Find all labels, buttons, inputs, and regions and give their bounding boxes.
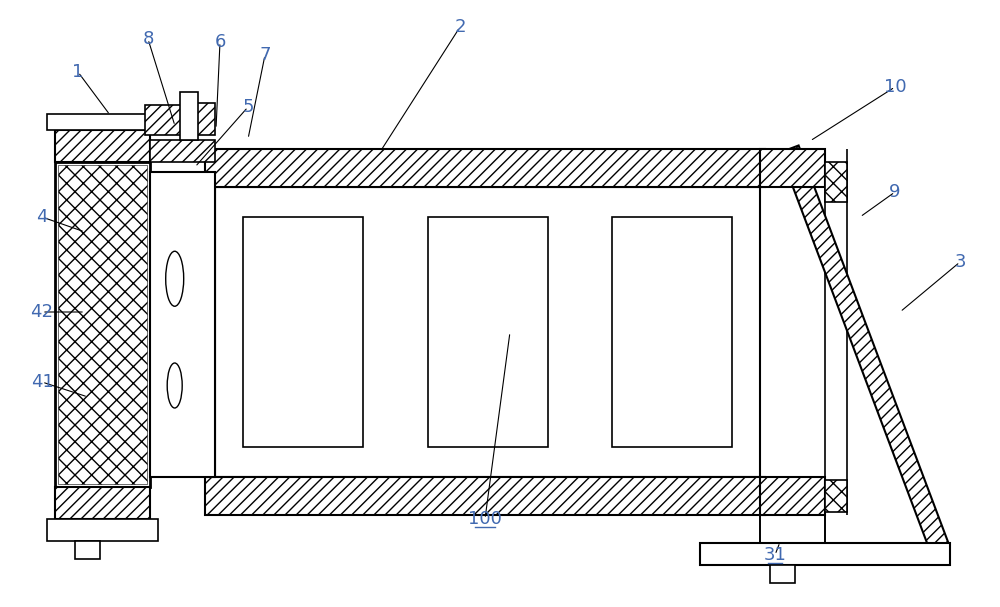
Bar [760, 477, 825, 565]
Bar [428, 217, 548, 447]
Bar [760, 149, 825, 187]
Bar [770, 565, 795, 583]
Text: 10: 10 [884, 78, 906, 96]
Text: 4: 4 [36, 208, 48, 226]
Ellipse shape [167, 363, 182, 408]
Bar [825, 162, 847, 202]
Text: 8: 8 [142, 30, 154, 48]
Bar [760, 477, 825, 515]
Bar [55, 162, 150, 487]
Bar [47, 519, 158, 541]
Bar [150, 140, 215, 162]
Bar [612, 217, 732, 447]
Bar [180, 92, 198, 140]
Bar [75, 541, 100, 559]
Text: 3: 3 [954, 253, 966, 271]
Text: 7: 7 [259, 46, 271, 64]
Bar [193, 103, 215, 135]
Bar [700, 543, 950, 565]
Bar [205, 477, 765, 515]
Bar [55, 487, 150, 519]
Text: 2: 2 [454, 18, 466, 36]
Bar [150, 172, 215, 477]
Bar [760, 515, 825, 565]
Text: 1: 1 [72, 63, 84, 81]
Bar [243, 217, 363, 447]
Text: 9: 9 [889, 183, 901, 201]
Text: 31: 31 [764, 546, 786, 564]
Bar [825, 480, 847, 512]
Text: 5: 5 [242, 98, 254, 116]
Text: 41: 41 [31, 373, 53, 391]
Bar [205, 149, 765, 187]
Bar [58, 165, 147, 484]
Polygon shape [780, 146, 949, 552]
Bar [145, 105, 183, 135]
Text: 100: 100 [468, 510, 502, 528]
Text: 6: 6 [214, 33, 226, 51]
Bar [55, 130, 150, 162]
Bar [215, 187, 760, 477]
Ellipse shape [166, 251, 184, 307]
Text: 42: 42 [30, 303, 54, 321]
Bar [47, 114, 158, 130]
